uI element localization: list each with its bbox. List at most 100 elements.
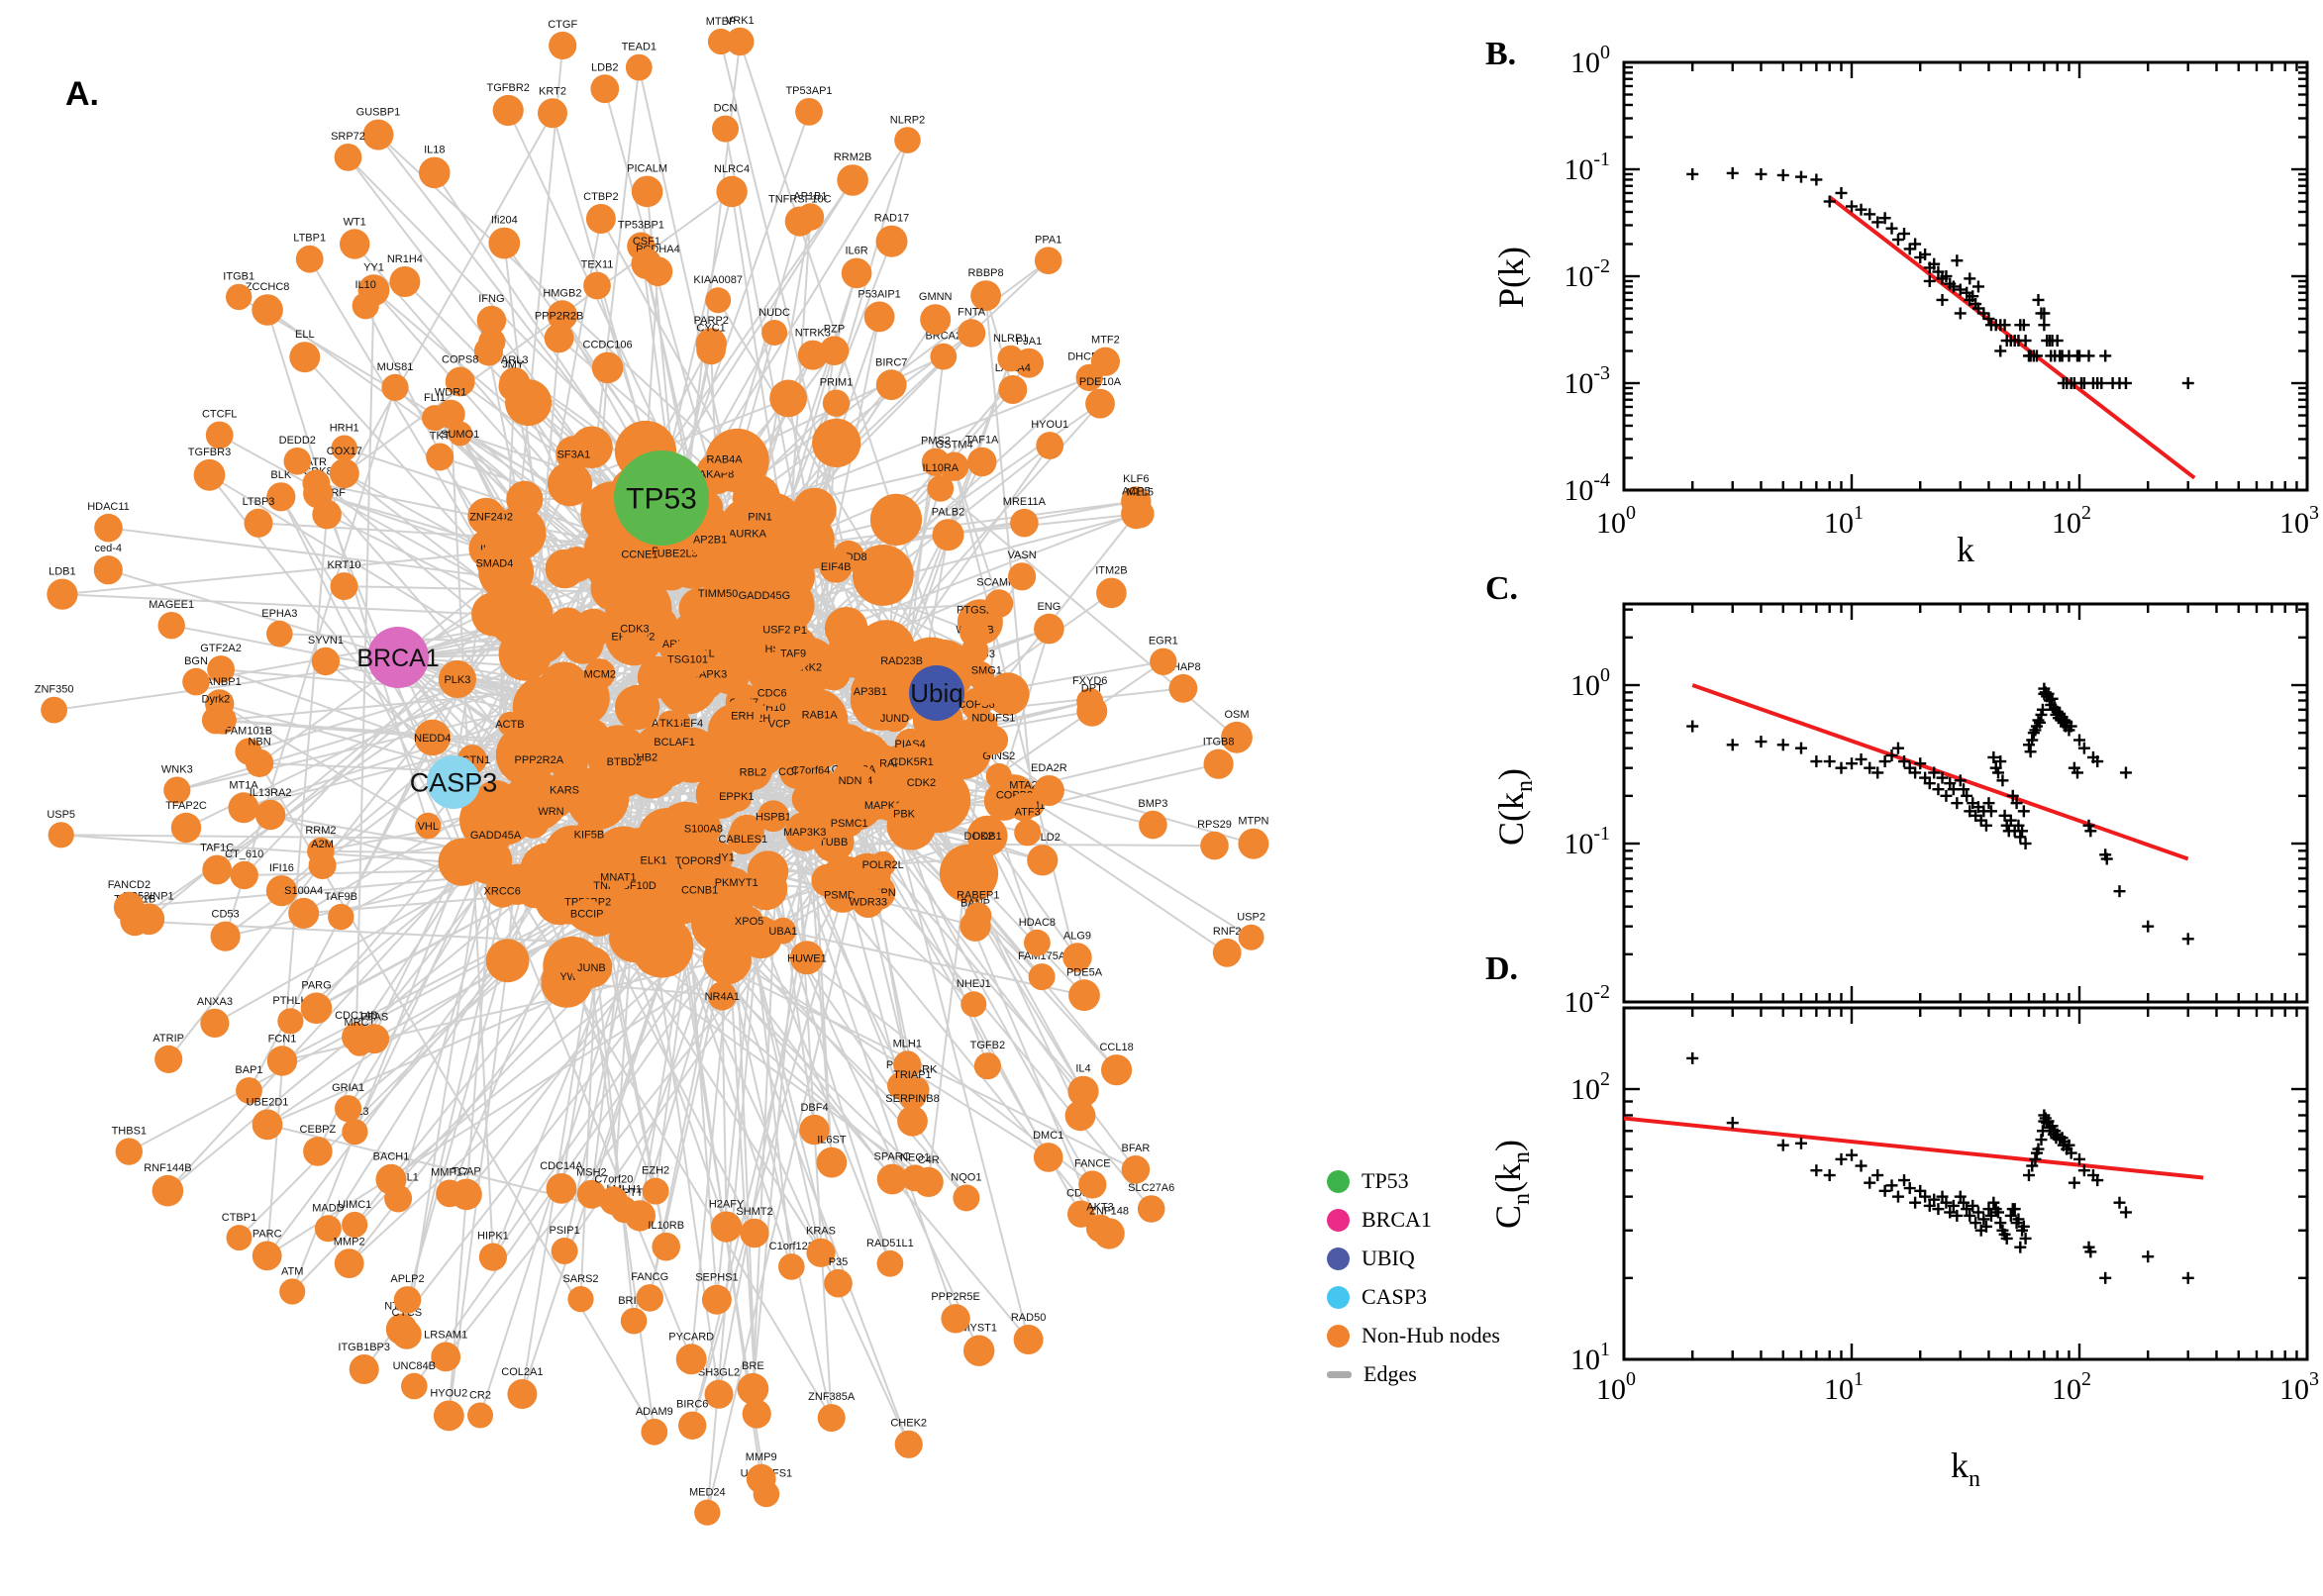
network-node[interactable] xyxy=(932,519,964,551)
network-node[interactable] xyxy=(551,1238,578,1264)
network-node[interactable] xyxy=(445,366,475,397)
network-node[interactable] xyxy=(1121,498,1152,530)
network-node[interactable] xyxy=(789,941,824,975)
network-node[interactable] xyxy=(266,482,296,512)
network-node[interactable] xyxy=(352,292,379,320)
network-node[interactable] xyxy=(1238,924,1264,950)
network-node[interactable] xyxy=(723,868,751,896)
network-node[interactable] xyxy=(342,1119,368,1146)
network-node[interactable] xyxy=(1036,432,1064,459)
network-node[interactable] xyxy=(1064,1100,1096,1132)
network-node[interactable] xyxy=(761,320,788,346)
network-node[interactable] xyxy=(202,854,233,885)
network-node[interactable] xyxy=(226,283,252,311)
network-node[interactable] xyxy=(791,782,826,816)
network-node[interactable] xyxy=(488,227,521,259)
network-node[interactable] xyxy=(1028,963,1056,991)
network-node[interactable] xyxy=(896,745,929,777)
network-node[interactable] xyxy=(266,620,293,648)
network-node[interactable] xyxy=(636,1284,663,1312)
network-node[interactable] xyxy=(549,607,586,645)
network-node[interactable] xyxy=(1067,1200,1095,1228)
network-node[interactable] xyxy=(822,389,851,417)
network-node[interactable] xyxy=(113,891,145,923)
network-node[interactable] xyxy=(891,801,917,826)
network-node[interactable] xyxy=(152,1174,184,1207)
network-node[interactable] xyxy=(431,1342,461,1372)
network-node[interactable] xyxy=(308,851,337,880)
network-node[interactable] xyxy=(612,748,637,774)
network-node[interactable] xyxy=(254,799,286,831)
network-node[interactable] xyxy=(1033,1143,1063,1172)
network-node[interactable] xyxy=(279,1278,306,1305)
network-node[interactable] xyxy=(941,1304,970,1334)
network-node[interactable] xyxy=(573,819,605,849)
network-node[interactable] xyxy=(1150,648,1177,675)
network-node[interactable] xyxy=(792,487,837,532)
network-node[interactable] xyxy=(863,301,895,333)
network-node[interactable] xyxy=(1212,938,1242,967)
network-node[interactable] xyxy=(894,127,921,153)
network-node[interactable] xyxy=(963,843,994,873)
network-node[interactable] xyxy=(1034,613,1064,645)
network-node[interactable] xyxy=(549,31,577,60)
network-node[interactable] xyxy=(548,461,592,507)
network-node[interactable] xyxy=(997,345,1024,372)
network-node[interactable] xyxy=(660,728,688,755)
hub-node-brca1[interactable] xyxy=(367,627,429,688)
network-node[interactable] xyxy=(897,1105,928,1137)
network-node[interactable] xyxy=(957,319,986,348)
network-node[interactable] xyxy=(819,336,850,366)
network-node[interactable] xyxy=(436,1179,463,1208)
network-node[interactable] xyxy=(712,115,739,143)
network-node[interactable] xyxy=(170,812,202,844)
network-node[interactable] xyxy=(556,436,592,472)
network-node[interactable] xyxy=(631,175,663,208)
network-node[interactable] xyxy=(921,448,951,476)
network-node[interactable] xyxy=(1027,845,1059,876)
network-node[interactable] xyxy=(737,1372,769,1405)
network-node[interactable] xyxy=(1139,810,1167,840)
network-node[interactable] xyxy=(652,1232,680,1261)
network-node[interactable] xyxy=(683,873,716,906)
network-node[interactable] xyxy=(625,53,653,81)
network-node[interactable] xyxy=(837,164,868,196)
network-node[interactable] xyxy=(485,939,530,983)
network-node[interactable] xyxy=(973,1052,1002,1080)
network-node[interactable] xyxy=(638,845,669,875)
network-node[interactable] xyxy=(710,444,739,473)
network-node[interactable] xyxy=(630,915,694,978)
network-node[interactable] xyxy=(47,578,78,610)
network-node[interactable] xyxy=(478,1243,507,1271)
hub-node-tp53[interactable] xyxy=(614,450,709,546)
network-node[interactable] xyxy=(998,375,1028,404)
network-node[interactable] xyxy=(41,696,67,724)
network-node[interactable] xyxy=(182,667,210,696)
network-node[interactable] xyxy=(705,287,732,314)
network-node[interactable] xyxy=(236,1077,262,1104)
network-node[interactable] xyxy=(707,981,737,1011)
network-node[interactable] xyxy=(1008,562,1037,591)
network-node[interactable] xyxy=(667,639,708,680)
network-node[interactable] xyxy=(984,589,1014,618)
network-node[interactable] xyxy=(478,328,506,355)
network-node[interactable] xyxy=(546,1173,577,1204)
network-node[interactable] xyxy=(472,780,519,827)
network-node[interactable] xyxy=(1090,347,1120,376)
network-node[interactable] xyxy=(544,323,574,353)
network-node[interactable] xyxy=(328,903,354,931)
network-node[interactable] xyxy=(230,860,258,890)
network-node[interactable] xyxy=(265,875,297,907)
network-node[interactable] xyxy=(876,1249,904,1277)
network-node[interactable] xyxy=(497,711,523,737)
network-node[interactable] xyxy=(784,206,815,237)
network-node[interactable] xyxy=(735,906,763,936)
network-node[interactable] xyxy=(207,655,236,683)
network-node[interactable] xyxy=(200,1008,230,1038)
network-node[interactable] xyxy=(812,418,861,467)
network-node[interactable] xyxy=(679,842,717,879)
network-node[interactable] xyxy=(627,541,653,567)
network-node[interactable] xyxy=(953,1184,980,1212)
network-node[interactable] xyxy=(1137,1195,1165,1223)
network-node[interactable] xyxy=(329,458,359,489)
